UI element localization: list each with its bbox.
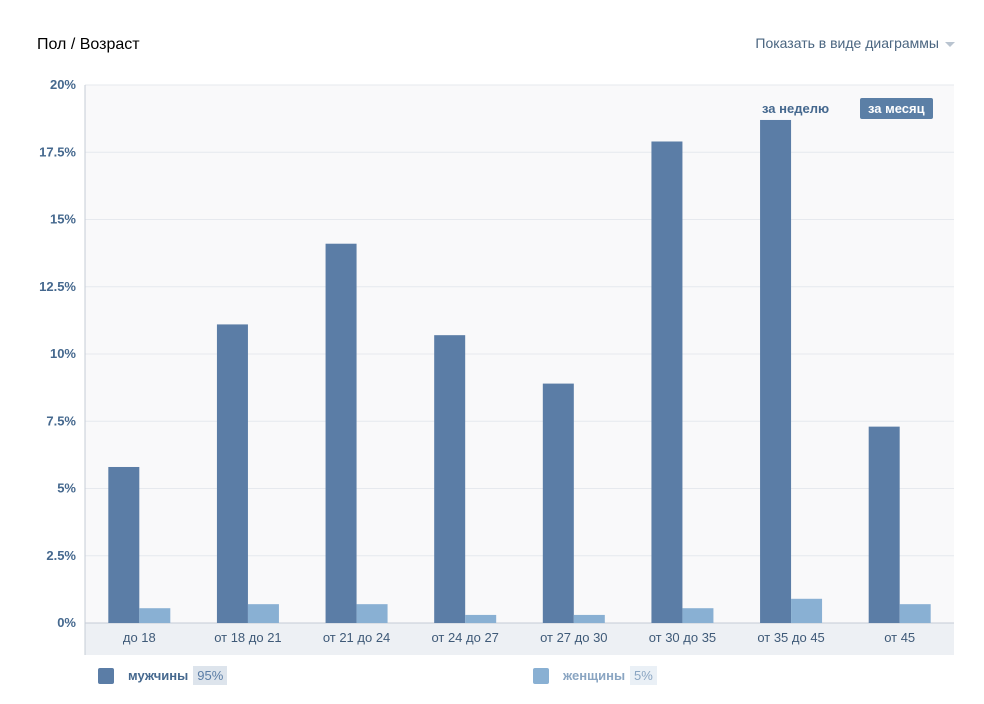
view-toggle-dropdown[interactable]: Показать в виде диаграммы <box>755 35 955 51</box>
x-tick-label: от 30 до 35 <box>649 630 716 645</box>
y-tick-label: 7.5% <box>46 413 76 428</box>
x-tick-label: от 27 до 30 <box>540 630 607 645</box>
bar-men <box>542 383 574 623</box>
bar-women <box>682 608 714 623</box>
y-tick-label: 20% <box>50 77 76 92</box>
legend-swatch-women <box>533 667 549 684</box>
bar-women <box>573 614 605 623</box>
x-tick-label: от 35 до 45 <box>757 630 824 645</box>
x-tick-label: от 21 до 24 <box>323 630 390 645</box>
view-toggle-label: Показать в виде диаграммы <box>755 35 939 51</box>
x-tick-label: до 18 <box>123 630 156 645</box>
x-tick-label: от 45 <box>884 630 915 645</box>
y-tick-label: 15% <box>50 212 76 227</box>
bar-women <box>247 604 279 623</box>
y-tick-label: 17.5% <box>39 144 76 159</box>
y-tick-label: 12.5% <box>39 279 76 294</box>
bar-men <box>325 243 357 623</box>
x-tick-label: от 18 до 21 <box>214 630 281 645</box>
legend-percent-women: 5% <box>630 666 657 685</box>
bar-women <box>791 598 823 623</box>
x-tick-label: от 24 до 27 <box>431 630 498 645</box>
legend-label-women: женщины <box>563 668 626 683</box>
x-axis-band <box>85 623 954 655</box>
bar-women <box>465 614 497 623</box>
bar-women <box>899 604 931 623</box>
page-title: Пол / Возраст <box>37 36 140 53</box>
y-tick-label: 5% <box>57 481 76 496</box>
chevron-down-icon <box>945 41 955 47</box>
bar-men <box>108 466 140 623</box>
bar-men <box>216 324 248 623</box>
bar-women <box>139 608 171 623</box>
legend-item-men[interactable]: мужчины 95% <box>98 666 228 685</box>
legend-swatch-men <box>98 667 114 684</box>
y-tick-label: 2.5% <box>46 548 76 563</box>
bar-women <box>356 604 388 623</box>
bar-men <box>868 426 900 623</box>
bar-men <box>651 141 683 624</box>
legend-item-women[interactable]: женщины 5% <box>533 666 657 685</box>
y-tick-label: 10% <box>50 346 76 361</box>
legend-percent-men: 95% <box>193 666 228 685</box>
bar-men <box>434 335 466 623</box>
legend-label-men: мужчины <box>128 668 189 683</box>
period-week-tab[interactable]: за неделю <box>762 101 830 116</box>
bar-men <box>760 119 792 623</box>
y-tick-label: 0% <box>57 615 76 630</box>
period-month-tab[interactable]: за месяц <box>860 98 933 119</box>
